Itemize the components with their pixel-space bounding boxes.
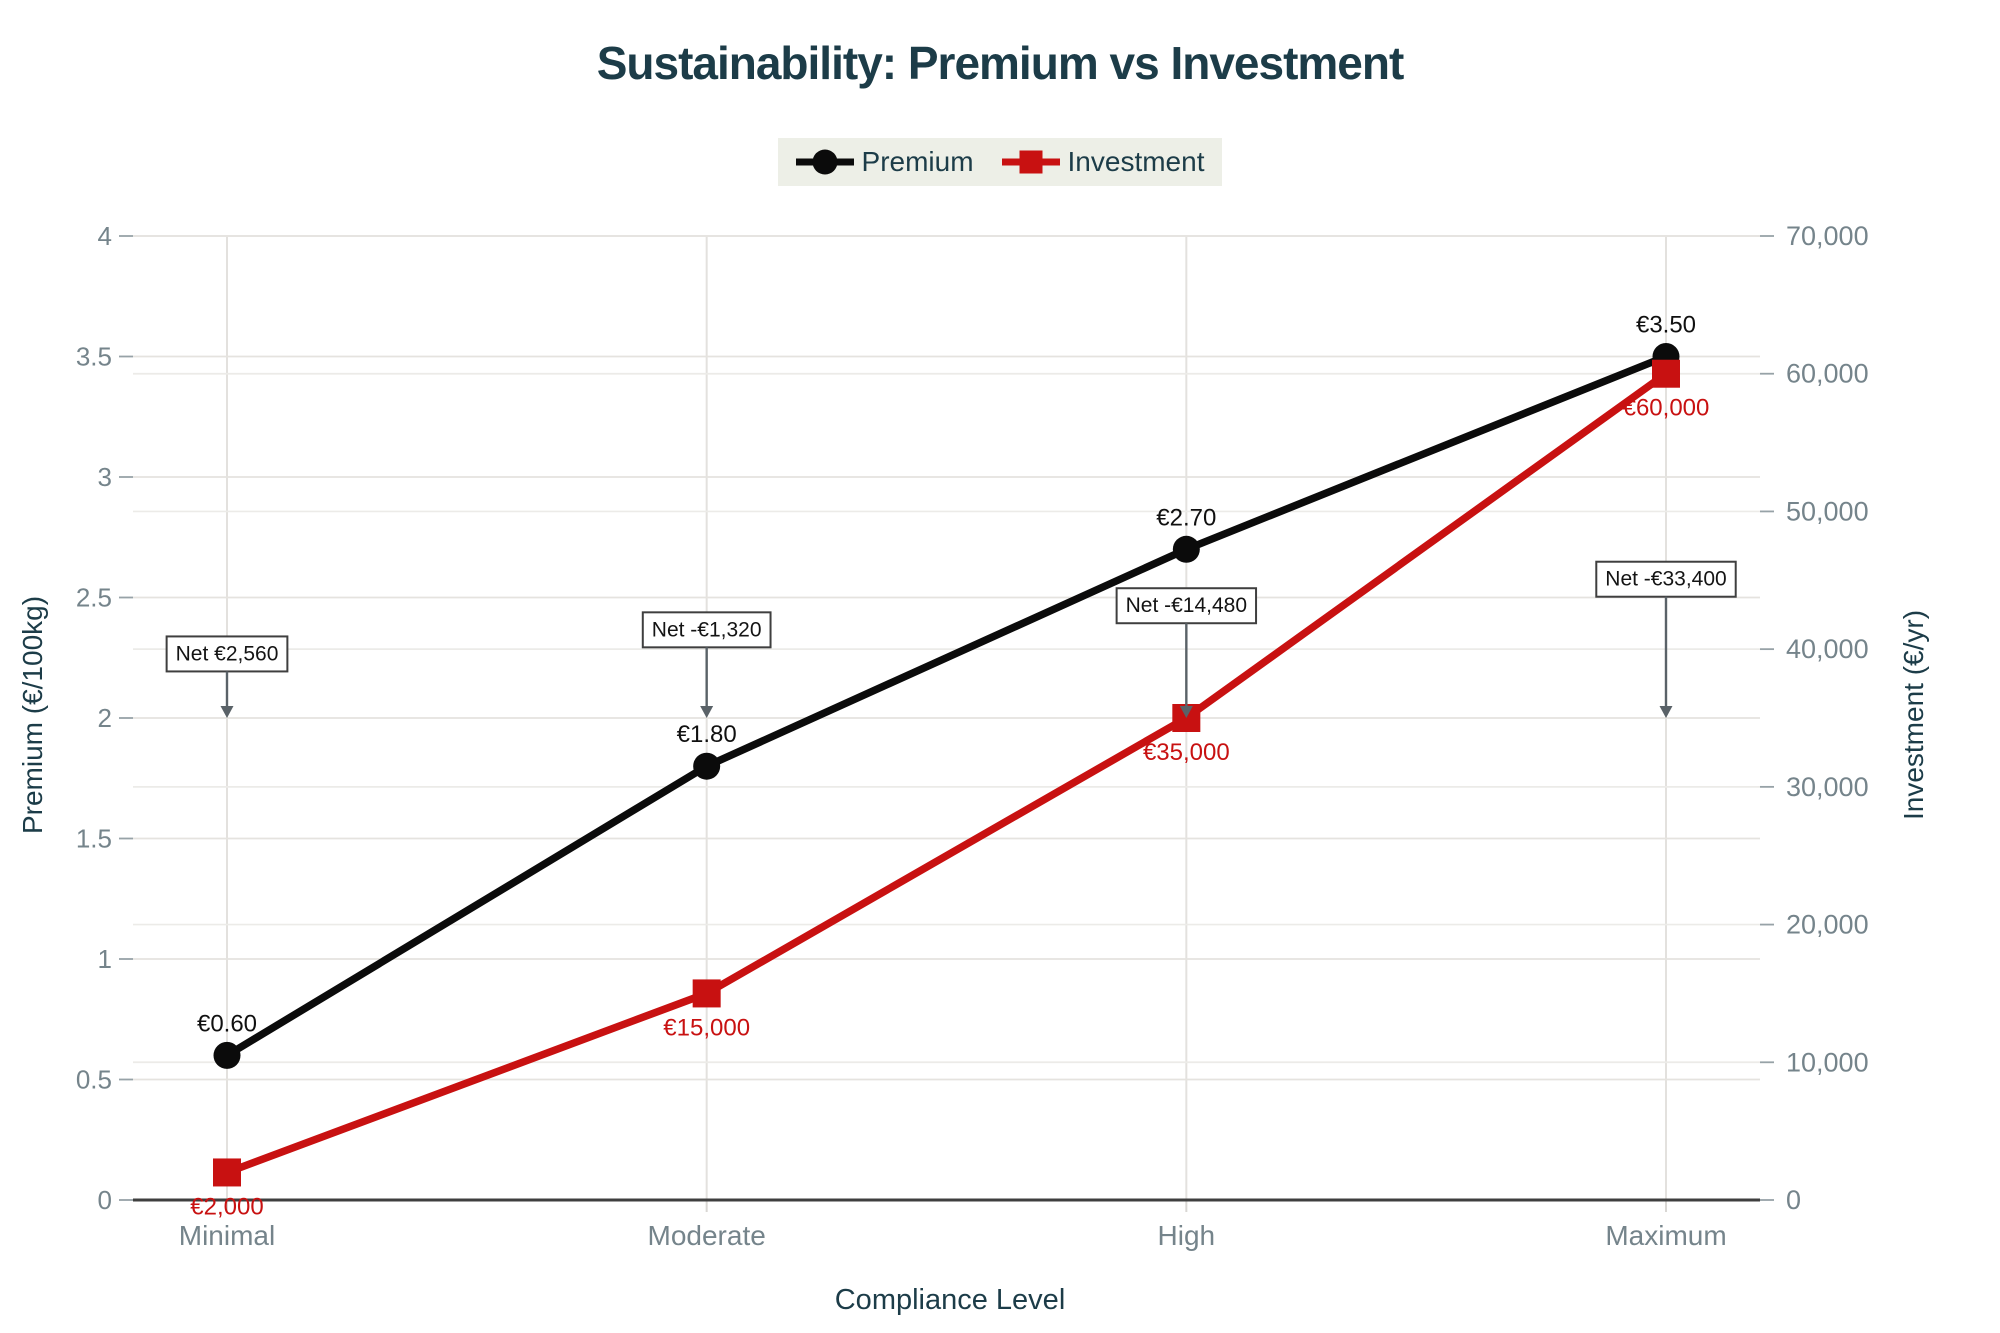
investment-point-maximum [1652,359,1680,388]
x-axis-title: Compliance Level [834,1284,1066,1316]
investment-point-label-minimal: €2,000 [190,1193,263,1220]
left-tick-label: 4 [98,221,112,251]
chart-title: Sustainability: Premium vs Investment [596,37,1405,89]
right-tick-label: 10,000 [1786,1047,1869,1077]
left-tick-label: 3.5 [76,342,112,372]
premium-point-label-high: €2.70 [1156,504,1216,531]
annotation-arrow-head-icon [1659,706,1673,718]
investment-point-minimal [213,1158,241,1187]
annotation-arrow-head-icon [220,706,234,718]
square-marker-icon [1019,150,1043,174]
category-label-minimal: Minimal [179,1220,275,1251]
investment-point-label-high: €35,000 [1143,739,1230,766]
legend-row: Premium Investment [0,138,2000,186]
premium-line-marker-icon [796,149,854,175]
series-premium [213,343,1680,1069]
right-tick-label: 30,000 [1786,772,1869,802]
net-annotations: Net €2,560 Net -€1,320 Net -€14,480 Net -€3… [165,560,1737,718]
net-annotation-maximum: Net -€33,400 [1595,560,1737,718]
left-tick-label: 0.5 [76,1065,112,1095]
annotation-arrow-head-icon [1179,706,1193,718]
left-tick-label: 3 [98,462,112,492]
left-tick-label: 1 [98,944,112,974]
legend-item-premium[interactable]: Premium [796,146,974,178]
left-tick-label: 1.5 [76,824,112,854]
net-annotation-box [641,611,772,649]
investment-line-marker-icon [1002,149,1060,175]
right-axis-title: Investment (€/yr) [1898,609,1929,821]
premium-point-label-moderate: €1.80 [677,721,737,748]
series-investment [213,359,1680,1187]
circle-marker-icon [812,149,838,175]
net-annotation-text: Net €2,560 [176,642,279,665]
gridlines [133,235,1760,1212]
net-annotation-moderate: Net -€1,320 [641,611,772,718]
right-tick-label: 50,000 [1786,496,1869,526]
net-annotation-box [165,635,289,673]
left-tick-label: 2.5 [76,583,112,613]
category-label-high: High [1158,1220,1216,1251]
premium-point-moderate [693,752,721,780]
point-labels: €0.60 €1.80 €2.70 €3.50 €2,000 €15,000 €35,000… [190,312,1709,1221]
legend-item-investment[interactable]: Investment [1002,146,1205,178]
right-tick-label: 0 [1786,1185,1801,1215]
premium-line [223,352,1670,1060]
right-tick-label: 60,000 [1786,359,1869,389]
premium-point-label-minimal: €0.60 [197,1010,257,1037]
premium-point-high [1172,535,1200,563]
axis-ticks: 0 0.5 1 1.5 2 2.5 3 3.5 4 0 10,000 20,000 30,000 40,0… [76,221,1869,1251]
investment-point-label-moderate: €15,000 [663,1014,750,1041]
left-axis-title: Premium (€/100kg) [17,595,48,835]
legend-label-premium: Premium [861,146,974,177]
right-tick-label: 70,000 [1786,221,1869,251]
net-annotation-minimal: Net €2,560 [165,635,289,718]
premium-point-minimal [213,1041,241,1069]
net-annotation-high: Net -€14,480 [1115,587,1258,718]
right-tick-label: 20,000 [1786,910,1869,940]
investment-point-label-maximum: €60,000 [1623,395,1710,422]
legend-label-investment: Investment [1067,146,1205,177]
net-annotation-text: Net -€14,480 [1126,594,1247,617]
category-label-maximum: Maximum [1605,1220,1726,1251]
annotation-arrow-head-icon [700,706,714,718]
left-tick-label: 2 [98,703,112,733]
category-label-moderate: Moderate [648,1220,766,1251]
investment-point-moderate [692,979,721,1008]
net-annotation-box [1115,587,1258,625]
right-tick-label: 40,000 [1786,634,1869,664]
net-annotation-text: Net -€33,400 [1605,568,1726,591]
premium-point-label-maximum: €3.50 [1636,312,1696,339]
legend: Premium Investment [777,138,1223,186]
net-annotation-text: Net -€1,320 [652,618,762,641]
left-tick-label: 0 [98,1185,112,1215]
investment-line [223,369,1670,1177]
